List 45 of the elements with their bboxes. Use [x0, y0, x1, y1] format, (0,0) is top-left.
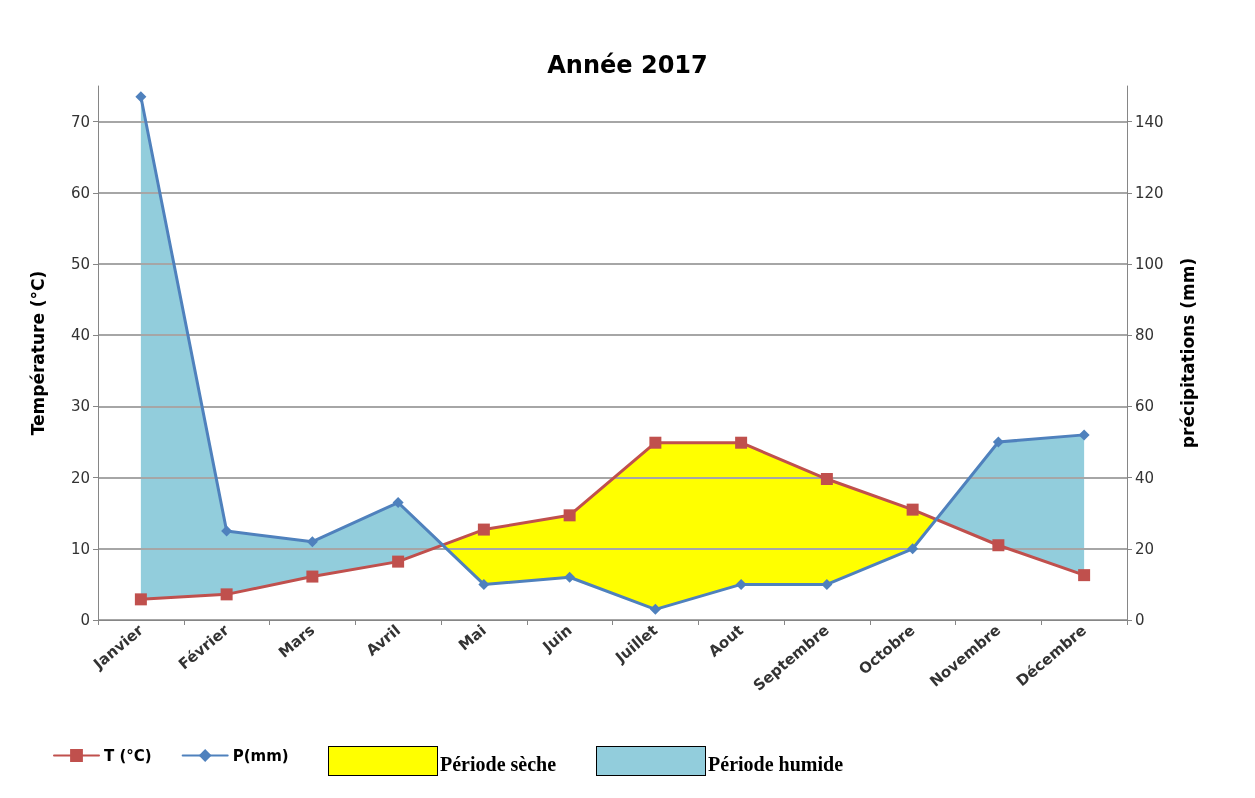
y2-tick-label: 40: [1135, 468, 1155, 487]
y2-tick-label: 20: [1135, 539, 1155, 558]
y-tick-label: 30: [70, 397, 90, 416]
point: [1078, 429, 1090, 441]
y2-tick-label: 60: [1135, 397, 1155, 416]
legend-label: P(mm): [232, 746, 289, 765]
y2-tick-label: 80: [1135, 326, 1155, 345]
y-tick-label: 60: [70, 183, 90, 202]
y2-tick-label: 100: [1135, 255, 1164, 273]
point: [563, 509, 576, 522]
y-tick-label: 40: [70, 326, 90, 345]
point: [649, 436, 662, 449]
point: [907, 543, 919, 555]
y2-tick-label: 0: [1135, 611, 1145, 629]
point: [906, 503, 919, 516]
point: [649, 603, 661, 615]
chart-title: Année 2017: [547, 51, 708, 79]
point: [477, 523, 490, 536]
point: [992, 436, 1004, 448]
point: [564, 571, 576, 583]
y-tick-label: 10: [70, 539, 90, 558]
point: [134, 593, 147, 606]
legend-label: T (°C): [104, 746, 152, 765]
point: [221, 525, 233, 537]
point: [735, 436, 748, 449]
y-tick-label: 50: [70, 255, 90, 273]
text: Période humide: [708, 753, 844, 776]
text: Période sèche: [440, 753, 557, 776]
y-tick-label: 70: [70, 112, 90, 131]
point: [135, 91, 147, 103]
point: [392, 555, 405, 568]
y2-tick-label: 120: [1135, 183, 1164, 202]
point: [220, 588, 233, 601]
y-axis-title: Température (°C): [27, 270, 48, 436]
point: [392, 497, 404, 509]
point: [306, 536, 318, 548]
point: [820, 473, 833, 486]
y-tick-label: 20: [70, 468, 90, 487]
point: [1078, 569, 1091, 582]
y-tick-label: 0: [80, 611, 90, 629]
point: [306, 570, 319, 583]
y2-axis-title: précipitations (mm): [1177, 257, 1198, 449]
y2-tick-label: 140: [1135, 112, 1164, 131]
point: [478, 578, 490, 590]
point: [992, 539, 1005, 552]
